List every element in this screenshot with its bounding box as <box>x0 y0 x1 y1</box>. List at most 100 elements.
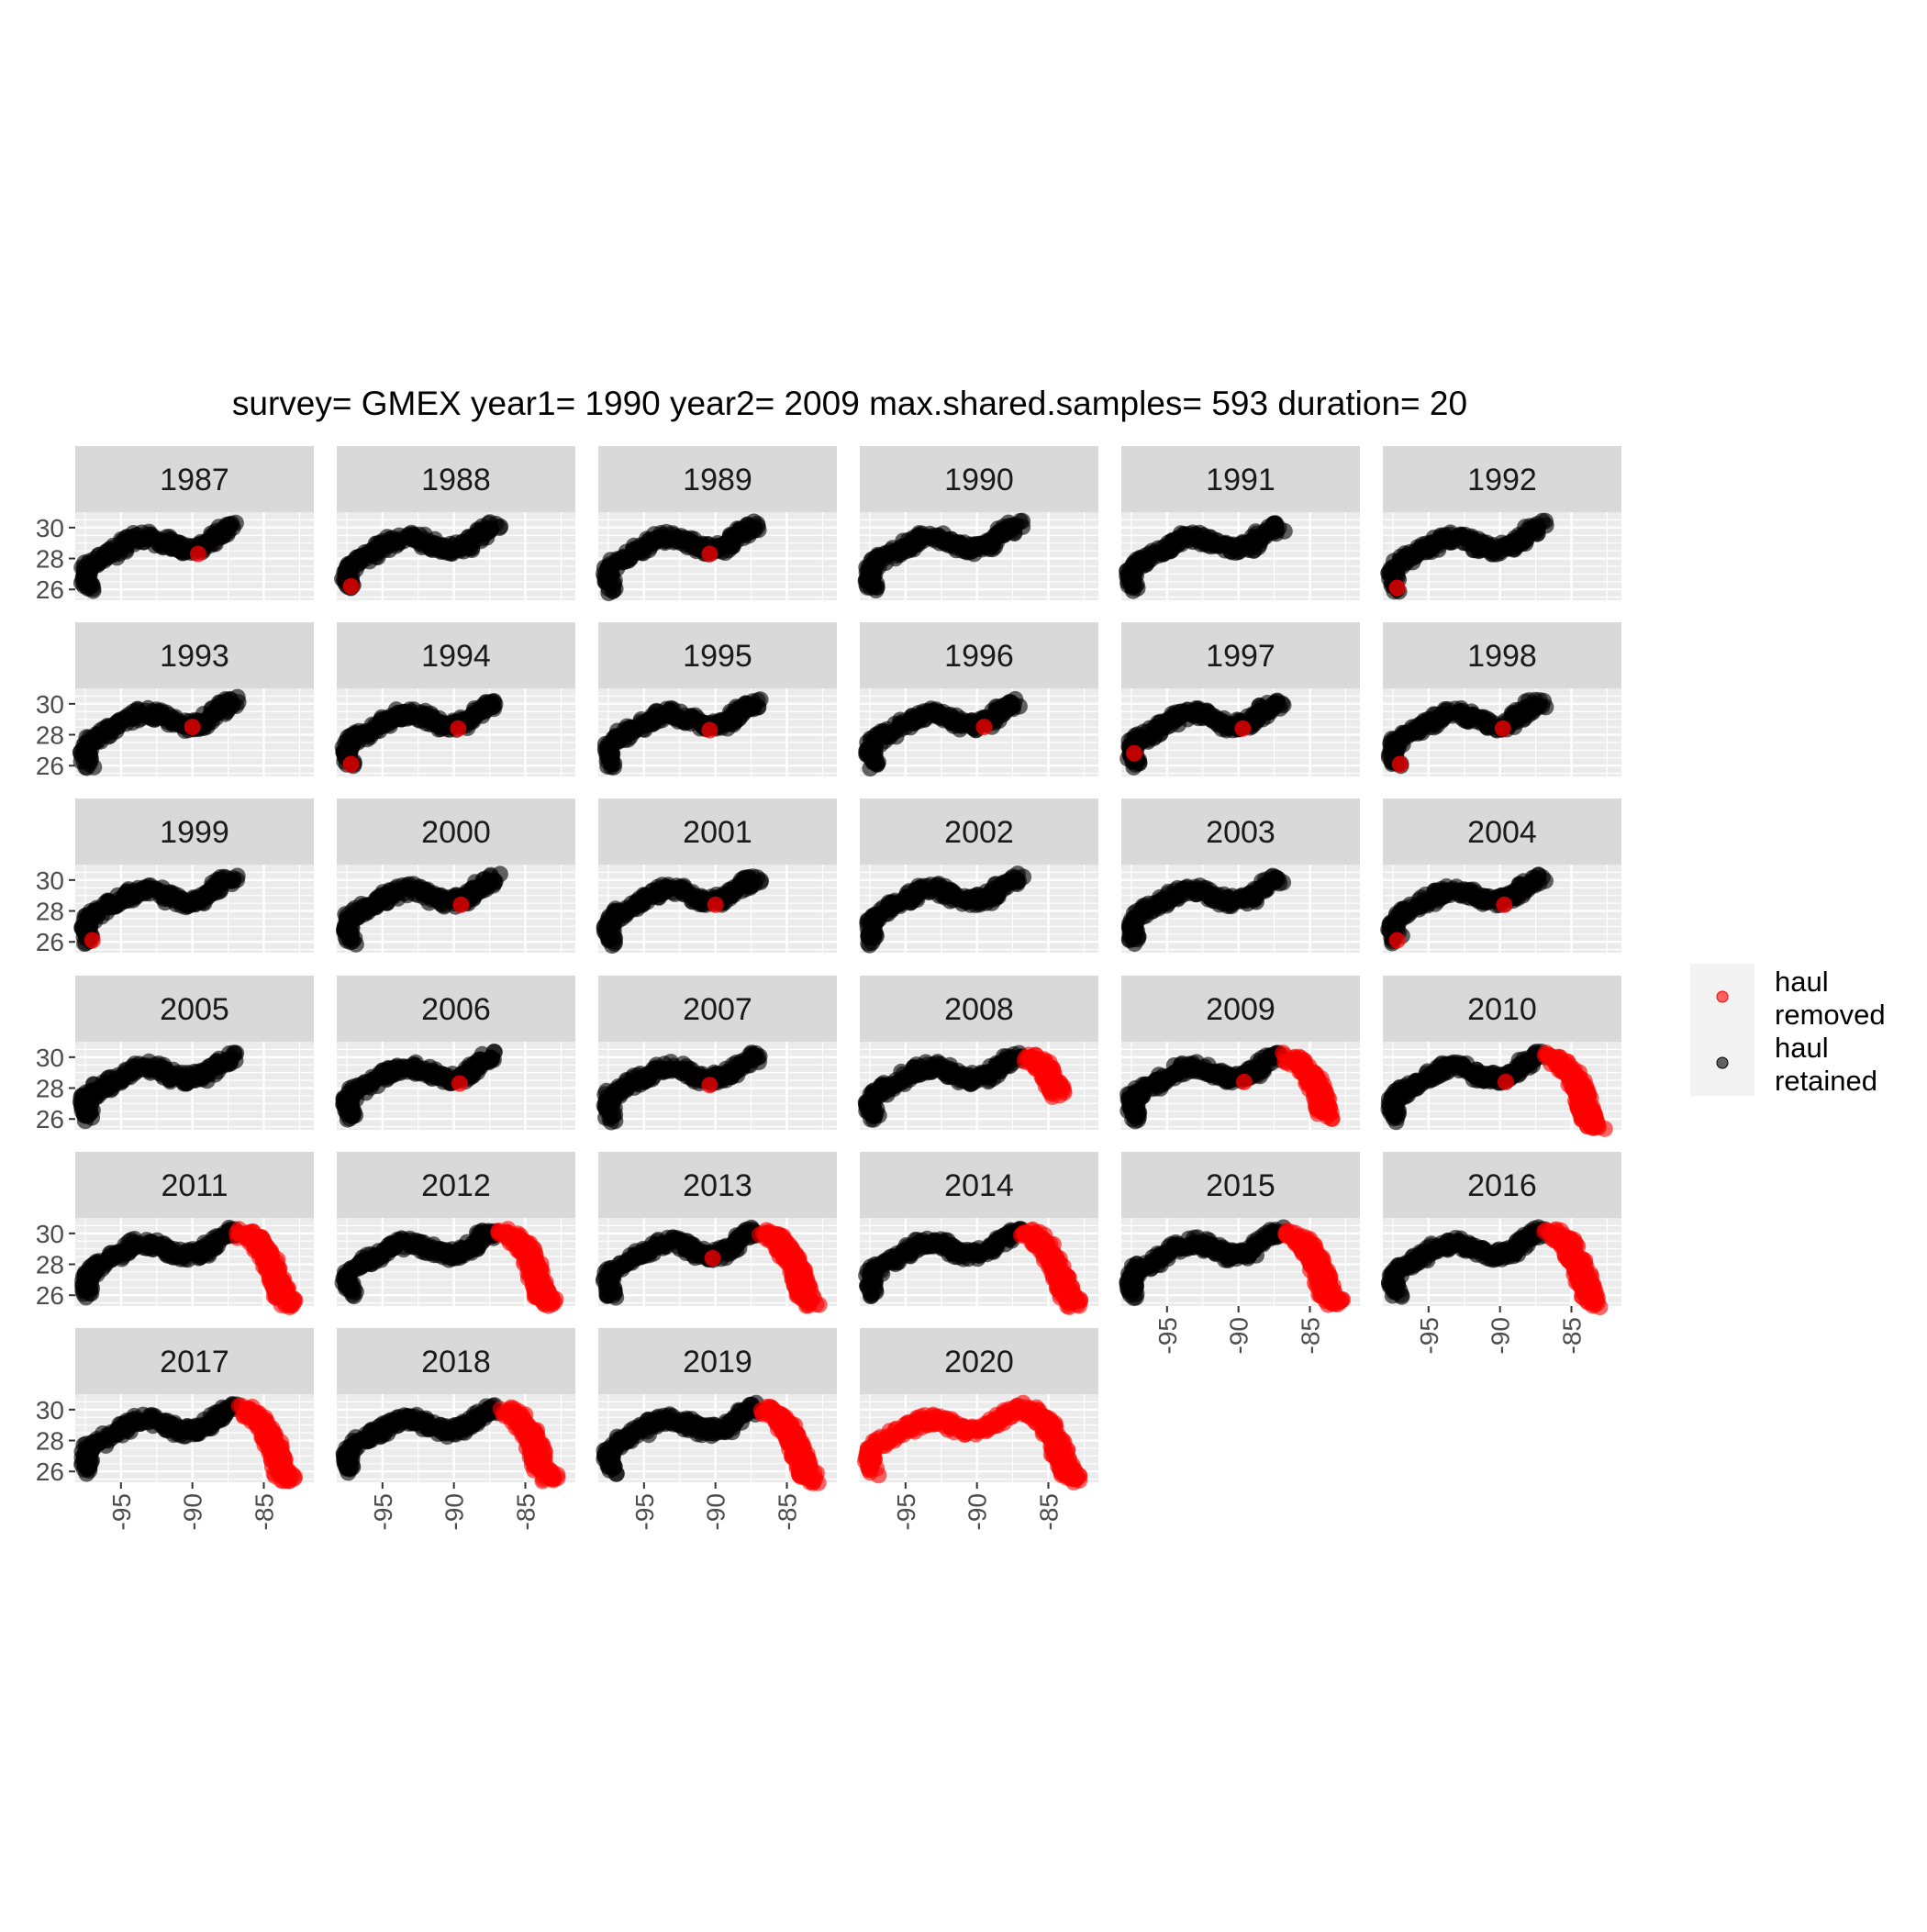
facet-strip-label: 1997 <box>1206 639 1275 674</box>
facet-strip-label: 1988 <box>421 463 491 497</box>
y-tick-label: 30 <box>36 690 64 719</box>
point-haul-removed <box>701 722 718 739</box>
point-haul-retained <box>483 522 499 539</box>
point-haul-removed <box>1392 756 1409 773</box>
y-tick-label: 26 <box>36 752 64 780</box>
point-haul-retained <box>227 1045 243 1062</box>
point-haul-retained <box>224 516 240 532</box>
point-haul-removed <box>707 897 724 913</box>
point-haul-removed <box>451 1076 468 1092</box>
point-haul-retained <box>1268 869 1285 886</box>
y-tick-label: 28 <box>36 1075 64 1103</box>
facet-strip-label: 2004 <box>1467 815 1537 850</box>
facet-strip-label: 1989 <box>683 463 752 497</box>
y-tick-label: 26 <box>36 1105 64 1134</box>
point-haul-retained <box>485 1044 502 1060</box>
point-haul-removed <box>343 756 360 773</box>
facet-strip-label: 1990 <box>944 463 1014 497</box>
facet-panel-1991: 1991 <box>1119 446 1360 600</box>
facet-panel-2004: 2004 <box>1380 798 1621 953</box>
y-tick-label: 28 <box>36 545 64 574</box>
point-haul-removed <box>701 1077 718 1093</box>
facet-strip-label: 2000 <box>421 815 491 850</box>
facet-panel-2003: 2003 <box>1121 798 1360 953</box>
point-haul-removed <box>184 719 201 735</box>
y-tick-label: 30 <box>36 866 64 895</box>
point-haul-retained <box>229 868 246 885</box>
facet-strip-label: 1993 <box>160 639 229 674</box>
point-haul-removed <box>1496 897 1512 913</box>
facet-strip-label: 1996 <box>944 639 1014 674</box>
facet-strip-label: 1987 <box>160 463 229 497</box>
facet-strip-label: 1995 <box>683 639 752 674</box>
facet-panel-2000: 2000 <box>336 798 575 953</box>
facet-strip-label: 2003 <box>1206 815 1275 850</box>
facet-strip-label: 2006 <box>421 992 491 1027</box>
chart-title: survey= GMEX year1= 1990 year2= 2009 max… <box>232 385 1467 422</box>
point-haul-retained <box>1006 697 1022 713</box>
point-haul-retained <box>1535 693 1552 709</box>
point-haul-retained <box>483 696 499 712</box>
point-haul-removed <box>343 578 360 595</box>
point-haul-removed <box>701 546 718 563</box>
y-tick-label: 28 <box>36 898 64 926</box>
point-haul-retained <box>1538 517 1554 533</box>
y-tick-label: 30 <box>36 514 64 542</box>
facet-panel-1990: 1990 <box>858 446 1098 600</box>
point-haul-retained <box>747 521 763 538</box>
point-haul-retained <box>1269 696 1286 712</box>
point-haul-removed <box>450 720 466 737</box>
y-tick-label: 30 <box>36 1044 64 1072</box>
y-tick-label: 26 <box>36 928 64 956</box>
point-haul-retained <box>750 692 766 709</box>
facet-panel-1989: 1989 <box>596 446 837 601</box>
point-haul-retained <box>1531 867 1547 884</box>
point-haul-retained <box>752 874 769 890</box>
facet-strip-label: 1999 <box>160 815 229 850</box>
facet-strip-label: 2007 <box>683 992 752 1027</box>
point-haul-retained <box>1276 523 1293 540</box>
facet-strip-label: 1998 <box>1467 639 1537 674</box>
point-haul-removed <box>84 932 101 949</box>
facet-strip-label: 2005 <box>160 992 229 1027</box>
facet-panel-2007: 2007 <box>596 976 837 1131</box>
y-tick-label: 26 <box>36 575 64 604</box>
point-haul-retained <box>1014 519 1030 535</box>
facet-panel-1997: 1997 <box>1119 622 1360 776</box>
facet-panel-1998: 1998 <box>1381 622 1621 776</box>
point-haul-removed <box>1126 745 1142 762</box>
facet-panel-2008: 2008 <box>858 976 1098 1130</box>
point-haul-removed <box>975 719 992 735</box>
point-haul-retained <box>1009 865 1026 882</box>
point-haul-removed <box>452 897 469 913</box>
facet-panel-1988: 1988 <box>334 446 575 600</box>
facet-panel-2002: 2002 <box>859 798 1098 954</box>
facet-panel-1994: 1994 <box>335 622 575 776</box>
point-haul-removed <box>1389 580 1406 597</box>
point-haul-removed <box>1234 720 1251 737</box>
facet-panel-1995: 1995 <box>597 622 837 776</box>
facet-strip-label: 2002 <box>944 815 1014 850</box>
facet-panel-2006: 2006 <box>335 976 575 1130</box>
facet-strip-label: 2001 <box>683 815 752 850</box>
y-tick-label: 28 <box>36 721 64 750</box>
point-haul-retained <box>229 689 246 706</box>
point-haul-retained <box>752 1048 768 1065</box>
point-haul-removed <box>1389 932 1406 949</box>
facet-strip-label: 1991 <box>1206 463 1275 497</box>
facet-strip-label: 1992 <box>1467 463 1537 497</box>
point-haul-removed <box>1495 720 1511 737</box>
facet-panel-1992: 1992 <box>1380 446 1621 600</box>
facet-panel-1996: 1996 <box>858 622 1098 776</box>
facet-panel-2001: 2001 <box>596 798 837 954</box>
facet-strip-label: 1994 <box>421 639 491 674</box>
point-haul-retained <box>486 875 503 891</box>
facet-strip-label: 2008 <box>944 992 1014 1027</box>
